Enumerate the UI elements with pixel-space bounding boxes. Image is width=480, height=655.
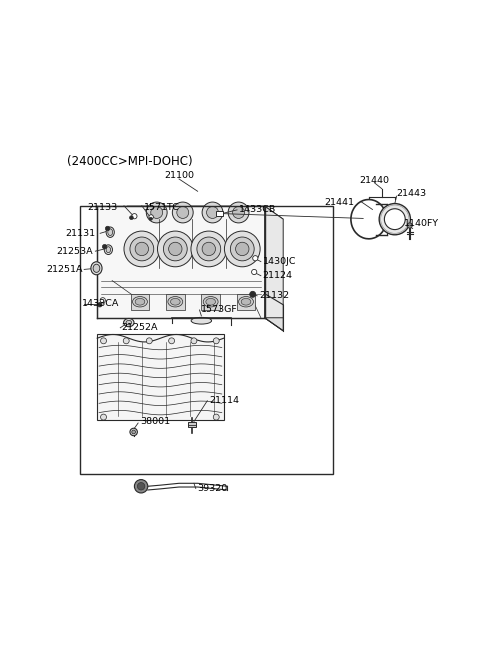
Circle shape [146, 202, 167, 223]
Ellipse shape [108, 229, 113, 236]
Circle shape [228, 202, 249, 223]
Text: 1571TC: 1571TC [144, 203, 180, 212]
Circle shape [106, 226, 110, 231]
Circle shape [168, 242, 182, 255]
Circle shape [213, 414, 219, 420]
Ellipse shape [203, 297, 218, 307]
Circle shape [191, 338, 197, 344]
Circle shape [252, 255, 258, 261]
Text: 21251A: 21251A [46, 265, 83, 274]
Circle shape [151, 206, 163, 218]
Bar [81, 206, 334, 474]
Circle shape [132, 214, 137, 219]
Ellipse shape [170, 299, 180, 305]
Ellipse shape [93, 264, 100, 272]
Circle shape [100, 338, 107, 344]
Text: 21133: 21133 [87, 203, 118, 212]
Text: 1433CA: 1433CA [83, 299, 120, 309]
Text: 21253A: 21253A [56, 247, 93, 255]
Circle shape [157, 231, 193, 267]
Text: 39320: 39320 [198, 484, 228, 493]
Circle shape [177, 206, 189, 218]
Circle shape [168, 338, 175, 344]
Ellipse shape [106, 227, 114, 237]
Circle shape [236, 242, 249, 255]
Ellipse shape [132, 297, 147, 307]
Text: 38001: 38001 [140, 417, 170, 426]
Text: 21443: 21443 [396, 189, 427, 198]
Ellipse shape [239, 297, 253, 307]
Ellipse shape [126, 320, 132, 325]
Text: 21100: 21100 [164, 171, 194, 179]
Circle shape [202, 242, 216, 255]
Ellipse shape [241, 299, 251, 305]
Circle shape [135, 242, 148, 255]
Circle shape [100, 414, 107, 420]
Text: 1433CB: 1433CB [239, 206, 276, 214]
Text: 21114: 21114 [209, 396, 239, 405]
Circle shape [225, 231, 260, 267]
Circle shape [124, 231, 160, 267]
Circle shape [384, 209, 405, 230]
Circle shape [130, 428, 137, 436]
Text: 1430JC: 1430JC [263, 257, 296, 266]
Text: 21441: 21441 [324, 198, 354, 207]
Circle shape [132, 430, 135, 434]
Text: 21252A: 21252A [121, 324, 158, 332]
Circle shape [123, 338, 129, 344]
Polygon shape [202, 293, 220, 310]
Bar [216, 212, 223, 216]
Circle shape [172, 202, 193, 223]
Text: 21132: 21132 [259, 291, 289, 300]
Ellipse shape [91, 262, 102, 275]
Text: 21131: 21131 [65, 229, 96, 238]
Circle shape [213, 338, 219, 344]
Ellipse shape [106, 247, 110, 253]
Circle shape [149, 215, 154, 219]
Circle shape [146, 338, 152, 344]
Polygon shape [188, 422, 196, 427]
Circle shape [230, 237, 254, 261]
Polygon shape [97, 335, 224, 420]
Circle shape [97, 303, 102, 307]
Polygon shape [166, 293, 185, 310]
Circle shape [149, 217, 152, 220]
Circle shape [233, 206, 244, 218]
Ellipse shape [104, 245, 112, 255]
Polygon shape [127, 206, 283, 219]
Text: (2400CC>MPI-DOHC): (2400CC>MPI-DOHC) [67, 155, 193, 168]
Polygon shape [264, 206, 283, 331]
Ellipse shape [206, 299, 216, 305]
Circle shape [100, 297, 106, 303]
Circle shape [130, 216, 133, 219]
Polygon shape [97, 206, 264, 318]
Circle shape [206, 206, 218, 218]
Circle shape [202, 202, 223, 223]
Polygon shape [131, 293, 149, 310]
Polygon shape [264, 318, 283, 331]
Ellipse shape [124, 318, 134, 327]
Circle shape [134, 479, 148, 493]
Circle shape [252, 269, 257, 274]
Circle shape [197, 237, 221, 261]
Text: 1573GF: 1573GF [202, 305, 238, 314]
Circle shape [250, 291, 256, 297]
Circle shape [379, 204, 410, 234]
Polygon shape [237, 293, 255, 310]
Text: 21124: 21124 [263, 271, 293, 280]
Circle shape [163, 237, 187, 261]
Circle shape [102, 244, 107, 249]
Circle shape [407, 223, 412, 228]
Ellipse shape [168, 297, 183, 307]
Circle shape [137, 483, 145, 490]
Text: 1140FY: 1140FY [404, 219, 439, 228]
Circle shape [130, 237, 154, 261]
Text: 21440: 21440 [360, 176, 389, 185]
Ellipse shape [135, 299, 145, 305]
Circle shape [191, 231, 227, 267]
Ellipse shape [191, 318, 212, 324]
